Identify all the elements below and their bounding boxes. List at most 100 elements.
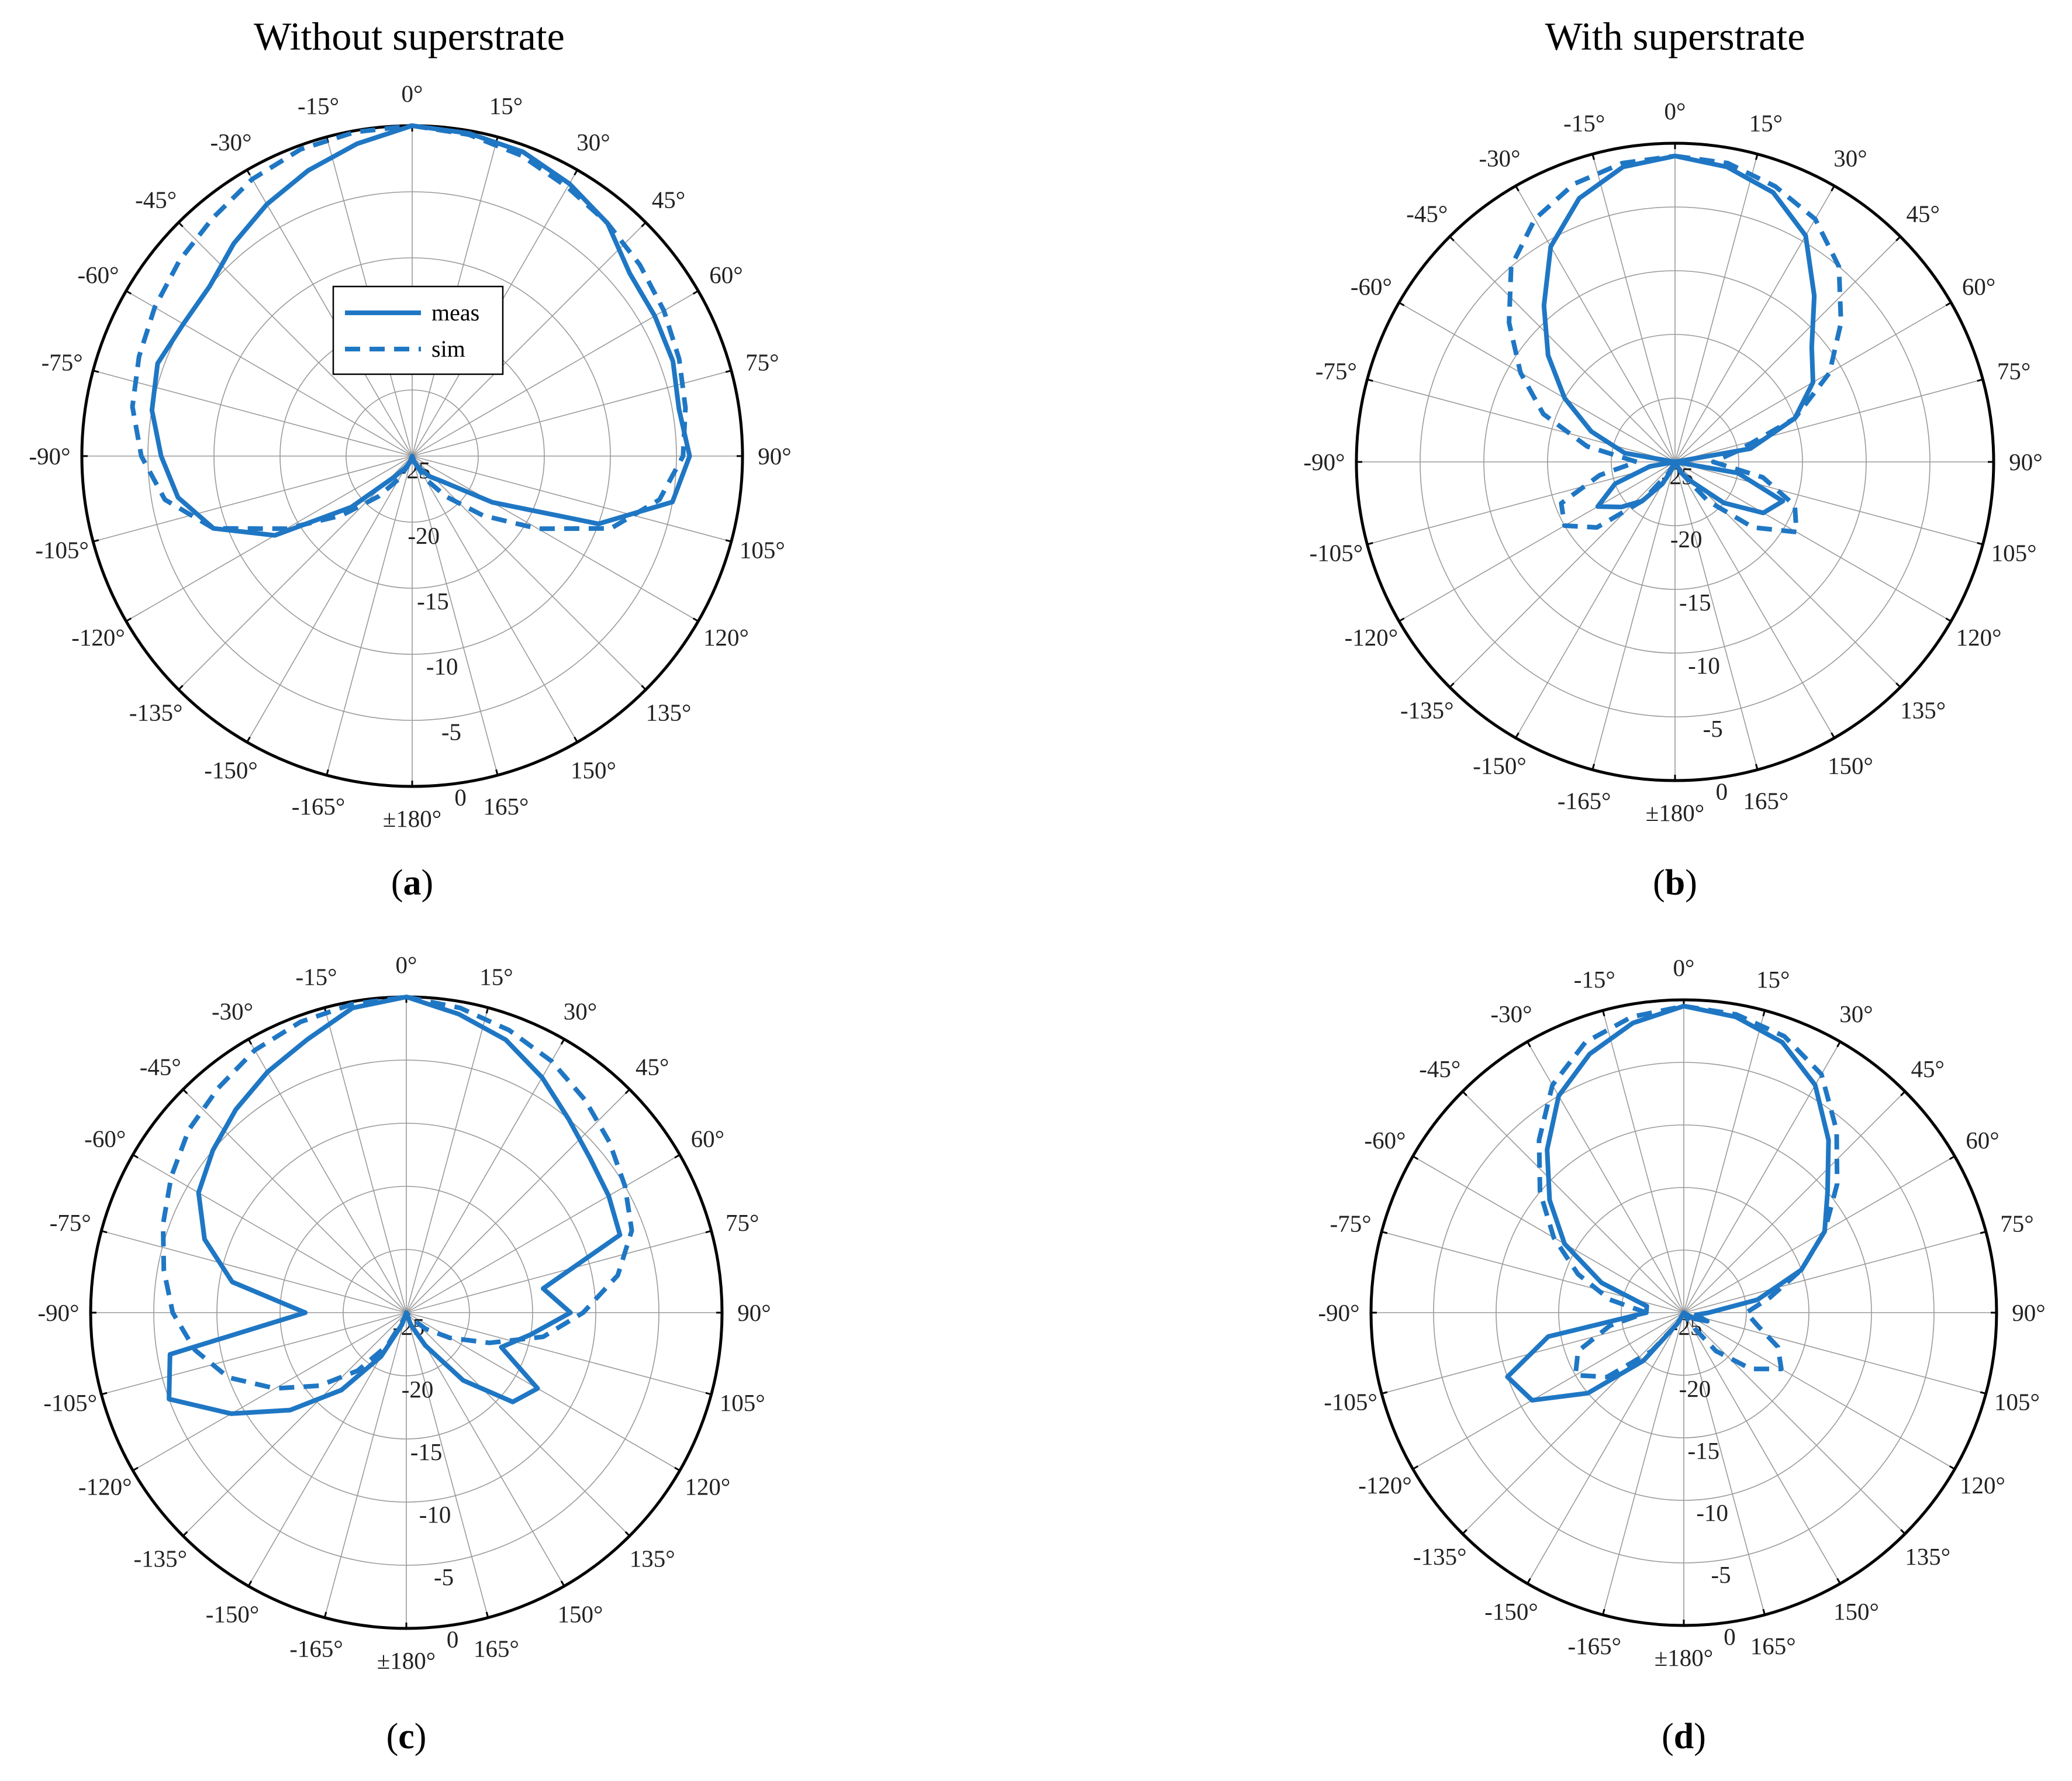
theta-tick-label: 60° <box>691 1126 724 1152</box>
grid-spoke <box>132 1154 407 1313</box>
grid-spoke <box>1683 1155 1955 1313</box>
theta-tick-label: -75° <box>1330 1210 1372 1237</box>
grid-ring <box>1496 1124 1872 1501</box>
r-tick-label: 0 <box>454 784 467 811</box>
grid-spoke <box>178 222 413 457</box>
boundary-tick <box>1831 732 1835 738</box>
r-tick-label: -5 <box>434 1563 454 1590</box>
theta-tick-label: -105° <box>1324 1389 1377 1416</box>
panel-caption-letter: a <box>403 863 422 903</box>
boundary-tick <box>1977 378 1983 382</box>
theta-tick-label: -150° <box>1473 753 1527 779</box>
boundary-tick <box>178 222 184 227</box>
grid-ring <box>213 257 611 655</box>
grid-spoke <box>93 455 413 543</box>
grid-spoke <box>1683 1091 1905 1313</box>
grid-spoke <box>248 1038 407 1313</box>
grid-spoke <box>324 1007 407 1313</box>
theta-tick-label: -135° <box>129 699 183 726</box>
boundary-tick <box>560 1038 565 1045</box>
boundary-tick <box>1462 1090 1467 1096</box>
theta-tick-label: 15° <box>479 963 513 990</box>
theta-tick-label: 90° <box>2012 1299 2045 1326</box>
grid-spoke <box>1449 236 1676 462</box>
grid-spoke <box>93 370 413 457</box>
grid-spoke <box>246 455 413 743</box>
grid-spoke <box>1462 1312 1684 1534</box>
r-tick-label: -20 <box>1670 526 1703 553</box>
grid-spoke <box>1449 461 1676 688</box>
r-tick-label: -5 <box>441 719 461 745</box>
polar-chart-a: 0° 15° 30° 45° 60° 75° 90° 105° 120° 135° 150° 165°… <box>29 80 791 903</box>
boundary-tick <box>182 1089 188 1095</box>
theta-tick-label: -135° <box>1413 1543 1467 1570</box>
grid-spoke <box>1527 1312 1684 1584</box>
grid-spoke <box>1398 461 1676 622</box>
r-tick-label: -20 <box>408 522 440 549</box>
grid-spoke <box>182 1312 407 1537</box>
theta-tick-label: 135° <box>1900 696 1946 723</box>
theta-tick-label: 150° <box>558 1600 603 1627</box>
grid-spoke <box>1527 1041 1684 1313</box>
grid-ring <box>1547 334 1803 590</box>
r-tick-label: 0 <box>447 1626 459 1653</box>
column-title-left: Without superstrate <box>254 14 565 58</box>
theta-tick-label: -105° <box>35 536 89 563</box>
boundary-tick <box>182 1531 188 1537</box>
grid-spoke <box>246 170 413 457</box>
grid-spoke <box>1674 236 1901 462</box>
grid-ring <box>216 1123 596 1503</box>
boundary-tick <box>624 1089 630 1095</box>
boundary-tick <box>1836 1578 1841 1585</box>
grid-ring <box>1558 1187 1809 1438</box>
theta-tick-label: 90° <box>2009 448 2042 475</box>
boundary-tick <box>1591 154 1595 160</box>
boundary-tick <box>1591 764 1595 770</box>
theta-tick-label: 60° <box>1966 1127 1999 1154</box>
grid-spoke <box>412 455 499 775</box>
theta-tick-label: 105° <box>720 1389 765 1416</box>
theta-tick-label: 165° <box>1750 1632 1796 1659</box>
theta-tick-label: 75° <box>726 1209 759 1236</box>
panel-caption: (a) <box>391 863 433 903</box>
theta-tick-label: -90° <box>37 1299 79 1326</box>
theta-tick-label: -135° <box>1400 696 1454 723</box>
grid-spoke <box>126 290 413 457</box>
boundary-tick <box>92 370 99 373</box>
grid-ring <box>153 1059 659 1566</box>
theta-tick-label: 0° <box>396 951 417 978</box>
grid-ring <box>1433 1062 1935 1563</box>
grid-spoke <box>412 222 647 457</box>
theta-tick-label: 0° <box>402 80 423 107</box>
theta-tick-label: -90° <box>29 443 70 470</box>
theta-tick-label: 45° <box>1911 1055 1944 1082</box>
boundary-tick <box>1398 302 1405 306</box>
theta-tick-label: -75° <box>1315 358 1357 385</box>
boundary-tick <box>574 169 578 176</box>
boundary-tick <box>125 290 132 295</box>
theta-tick-label: 75° <box>1997 358 2030 385</box>
boundary-tick <box>725 539 732 543</box>
theta-tick-label: -120° <box>78 1473 132 1500</box>
boundary-tick <box>641 222 647 227</box>
theta-tick-label: -105° <box>1310 539 1363 566</box>
boundary-tick <box>674 1466 681 1472</box>
theta-tick-label: -90° <box>1318 1299 1359 1326</box>
boundary-tick <box>1895 236 1901 241</box>
grid-spoke <box>1674 461 1952 622</box>
boundary-tick <box>624 1531 630 1537</box>
boundary-tick <box>1527 1041 1531 1048</box>
boundary-tick <box>1977 542 1983 546</box>
panel-caption-letter: b <box>1665 863 1685 903</box>
theta-tick-label: 150° <box>1833 1598 1879 1625</box>
grid-spoke <box>126 455 413 622</box>
boundary-tick <box>1836 1041 1841 1048</box>
theta-tick-label: 150° <box>1828 753 1873 779</box>
boundary-tick <box>1412 1465 1419 1470</box>
theta-tick-label: -45° <box>135 187 177 213</box>
grid-spoke <box>101 1230 407 1313</box>
boundary-tick <box>132 1154 139 1159</box>
theta-tick-label: 150° <box>571 757 616 783</box>
theta-tick-label: -60° <box>78 261 119 288</box>
boundary-tick <box>692 617 699 622</box>
